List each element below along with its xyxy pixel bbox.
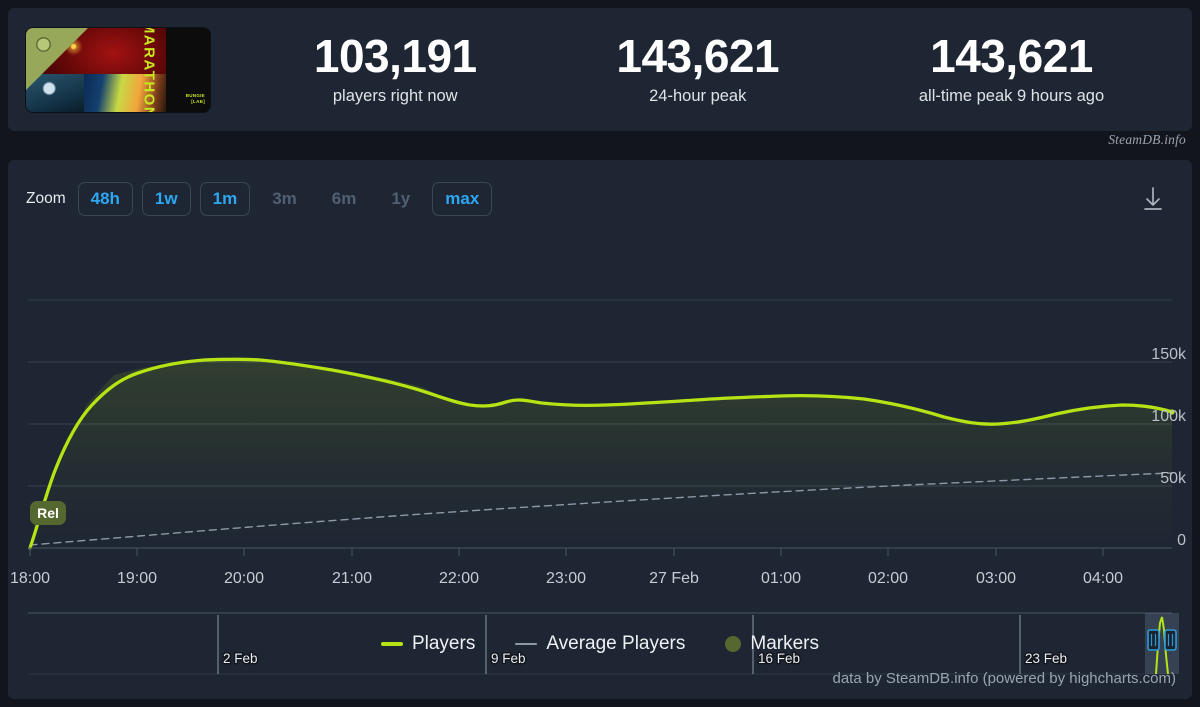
chart-plot-area[interactable]: Rel 150k 100k 50k 0 bbox=[8, 225, 1192, 699]
capsule-game-title: MARATHON bbox=[140, 27, 158, 112]
game-capsule-image[interactable]: MARATHON BUNGIE [LAB] bbox=[26, 27, 210, 112]
nav-date-0: 2 Feb bbox=[223, 651, 258, 666]
zoom-button-3m: 3m bbox=[272, 189, 297, 208]
y-tick-150k: 150k bbox=[1151, 346, 1187, 363]
x-tick-5: 23:00 bbox=[546, 570, 586, 587]
x-axis bbox=[28, 547, 1172, 556]
zoom-button-1w[interactable]: 1w bbox=[141, 182, 191, 216]
legend-label: Markers bbox=[750, 633, 820, 654]
stat-label: 24-hour peak bbox=[649, 86, 747, 105]
nav-date-2: 16 Feb bbox=[758, 651, 800, 666]
legend-label: Average Players bbox=[546, 633, 686, 654]
stat-players-right-now: 103,191 players right now bbox=[314, 33, 477, 106]
y-tick-0: 0 bbox=[1177, 532, 1186, 549]
stat-value: 103,191 bbox=[313, 30, 477, 83]
navigator-handle-left[interactable] bbox=[1147, 629, 1160, 651]
x-tick-0: 18:00 bbox=[10, 570, 50, 587]
release-marker-label: Rel bbox=[37, 505, 59, 521]
players-line-icon bbox=[380, 642, 403, 646]
stats-header-panel: MARATHON BUNGIE [LAB] 103,191 players ri… bbox=[8, 8, 1192, 131]
stat-value: 143,621 bbox=[616, 30, 780, 83]
average-players-line-icon bbox=[515, 643, 538, 645]
stat-label: all-time peak 9 hours ago bbox=[918, 86, 1105, 105]
stat-24-hour-peak: 143,621 24-hour peak bbox=[616, 33, 779, 106]
chart-credit[interactable]: data by SteamDB.info (powered by highcha… bbox=[832, 670, 1177, 687]
players-line-endpoint bbox=[1169, 409, 1175, 415]
capsule-publisher: BUNGIE [LAB] bbox=[185, 93, 205, 105]
legend-label: Players bbox=[411, 633, 476, 654]
capsule-title-panel: MARATHON BUNGIE [LAB] bbox=[140, 27, 210, 112]
nav-date-1: 9 Feb bbox=[491, 651, 526, 666]
x-tick-2: 20:00 bbox=[224, 570, 264, 587]
stat-all-time-peak: 143,621 all-time peak 9 hours ago bbox=[919, 33, 1104, 106]
x-tick-1: 19:00 bbox=[117, 570, 157, 587]
zoom-button-1m[interactable]: 1m bbox=[199, 182, 251, 216]
average-players-line bbox=[29, 472, 1173, 546]
stat-value: 143,621 bbox=[930, 30, 1093, 83]
steamdb-brand-label: SteamDB.info bbox=[1108, 132, 1186, 147]
x-tick-9: 03:00 bbox=[976, 570, 1016, 587]
navigator-handle-right[interactable] bbox=[1164, 629, 1177, 651]
y-tick-100k: 100k bbox=[1151, 408, 1187, 425]
y-axis-labels: 150k 100k 50k 0 bbox=[1151, 346, 1187, 549]
x-axis-labels: 18:00 19:00 20:00 21:00 22:00 23:00 27 F… bbox=[10, 570, 1123, 587]
players-area-fill bbox=[30, 360, 1172, 548]
x-tick-10: 04:00 bbox=[1083, 570, 1123, 587]
y-tick-50k: 50k bbox=[1160, 470, 1187, 487]
stat-label: players right now bbox=[332, 86, 458, 105]
chart-navigator[interactable]: 2 Feb 9 Feb 16 Feb 23 Feb bbox=[28, 612, 1179, 675]
download-icon[interactable] bbox=[1136, 182, 1170, 216]
chart-svg[interactable]: Rel 150k 100k 50k 0 bbox=[8, 225, 1192, 699]
chart-legend: Players Average Players Markers bbox=[8, 633, 1192, 655]
zoom-button-6m: 6m bbox=[331, 189, 357, 208]
markers-dot-icon bbox=[725, 636, 742, 652]
x-tick-3: 21:00 bbox=[332, 570, 372, 587]
legend-item-markers[interactable]: Markers bbox=[725, 633, 819, 655]
x-tick-8: 02:00 bbox=[868, 570, 908, 587]
chart-panel: Zoom 48h 1w 1m 3m 6m 1y max bbox=[8, 160, 1192, 699]
capsule-art-bottom-middle bbox=[84, 73, 166, 112]
zoom-label: Zoom bbox=[26, 190, 66, 207]
x-tick-7: 01:00 bbox=[761, 570, 801, 587]
zoom-button-1y: 1y bbox=[391, 189, 411, 208]
stats-group: 103,191 players right now 143,621 24-hou… bbox=[210, 33, 1174, 106]
legend-item-average-players[interactable]: Average Players bbox=[515, 633, 685, 655]
nav-date-3: 23 Feb bbox=[1025, 651, 1067, 666]
legend-item-players[interactable]: Players bbox=[380, 633, 476, 655]
players-line bbox=[28, 357, 1174, 550]
steam-deck-badge-icon bbox=[36, 36, 51, 52]
zoom-range-selector: Zoom 48h 1w 1m 3m 6m 1y max bbox=[26, 182, 493, 216]
x-tick-6: 27 Feb bbox=[649, 570, 699, 587]
zoom-button-max[interactable]: max bbox=[432, 182, 493, 216]
x-tick-4: 22:00 bbox=[439, 570, 479, 587]
capsule-corner-triangle bbox=[26, 27, 88, 90]
zoom-button-48h[interactable]: 48h bbox=[77, 182, 133, 216]
release-marker[interactable]: Rel bbox=[30, 501, 66, 526]
